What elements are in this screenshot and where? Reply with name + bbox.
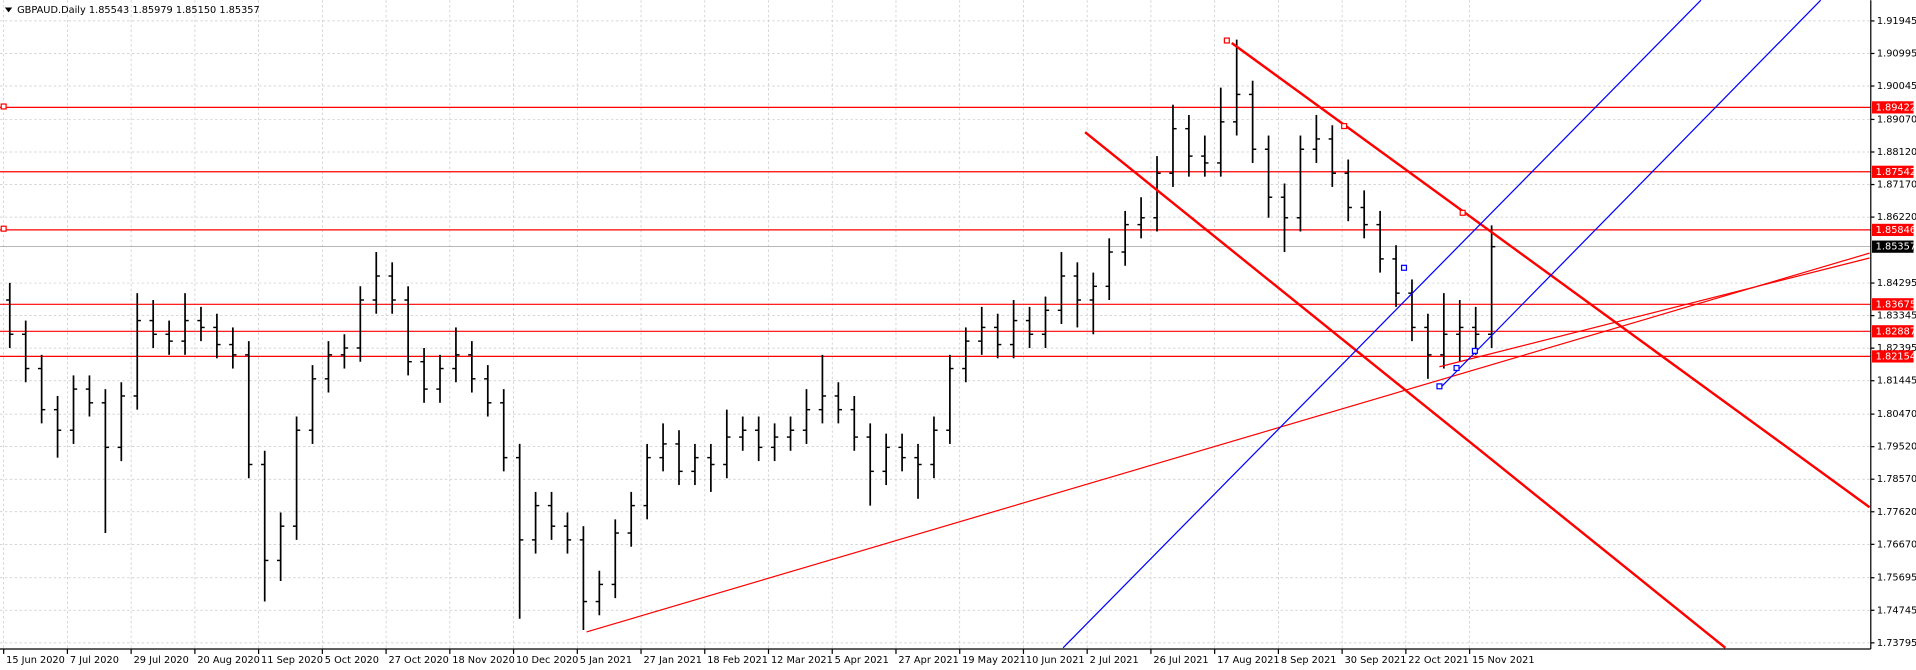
anchor [1453, 364, 1460, 372]
axis-labels: 1.91945 1.90995 1.90045 1.89070 1.88120 1.871… [3, 16, 1916, 666]
y-tick-label: 1.74745 [1877, 605, 1916, 616]
x-tick-label: 27 Jan 2021 [643, 655, 702, 666]
y-tick-label: 1.91945 [1877, 16, 1916, 27]
x-tick-label: 29 Jul 2020 [134, 655, 189, 666]
level-label-box [1872, 101, 1914, 114]
x-tick-label: 30 Sep 2021 [1345, 655, 1407, 666]
y-tick-label: 1.77620 [1877, 507, 1916, 518]
y-tick-label: 1.79520 [1877, 442, 1916, 453]
x-tick-label: 2 Jul 2021 [1090, 655, 1139, 666]
trend-line [1439, 257, 1870, 368]
x-tick-label: 5 Apr 2021 [835, 655, 889, 666]
y-tick-label: 1.84295 [1877, 278, 1916, 289]
level-label: 1.82154 [1876, 351, 1916, 362]
y-tick-label: 1.78570 [1877, 474, 1916, 485]
levels [0, 106, 1871, 358]
y-tick-label: 1.87170 [1877, 180, 1916, 191]
price-bars [6, 39, 1496, 630]
x-tick-label: 27 Oct 2020 [389, 655, 449, 666]
level-label: 1.87542 [1876, 167, 1916, 178]
x-tick-label: 20 Aug 2020 [197, 655, 260, 666]
current-price-box [1872, 240, 1914, 253]
anchor [1436, 383, 1443, 390]
anchor [1223, 37, 1230, 44]
anchor [1471, 347, 1478, 354]
x-tick-label: 10 Dec 2020 [516, 655, 578, 666]
current-price-label: 1.85357 [1876, 242, 1916, 253]
x-tick-label: 5 Jan 2021 [580, 655, 632, 666]
y-tick-label: 1.81445 [1877, 376, 1916, 387]
y-tick-label: 1.88120 [1877, 147, 1916, 158]
y-tick-label: 1.86220 [1877, 212, 1916, 223]
level-label: 1.89422 [1876, 102, 1916, 113]
y-tick-label: 1.80470 [1877, 409, 1916, 420]
x-tick-label: 15 Nov 2021 [1472, 655, 1535, 666]
y-tick-label: 1.89070 [1877, 114, 1916, 125]
level-label-box [1872, 350, 1914, 363]
x-tick-label: 15 Jun 2020 [6, 655, 65, 666]
x-tick-label: 22 Oct 2021 [1408, 655, 1468, 666]
x-tick-label: 26 Jul 2021 [1153, 655, 1208, 666]
level-label: 1.83675 [1876, 299, 1916, 310]
level-label-box [1872, 298, 1914, 311]
y-tick-label: 1.76670 [1877, 539, 1916, 550]
y-tick-label: 1.75695 [1877, 573, 1916, 584]
chart-title: GBPAUD.Daily 1.85543 1.85979 1.85150 1.8… [17, 5, 260, 16]
blue-channel-line [1439, 0, 1822, 390]
x-tick-label: 12 Mar 2021 [771, 655, 833, 666]
anchor [0, 103, 7, 110]
blue-channel-line [1062, 0, 1702, 649]
menu-arrow[interactable] [4, 7, 13, 13]
anchor [1400, 264, 1408, 271]
anchor [0, 225, 7, 232]
level-label-box [1872, 223, 1914, 237]
x-tick-label: 18 Nov 2020 [452, 655, 515, 666]
x-tick-label: 19 May 2021 [962, 655, 1026, 666]
x-tick-label: 27 Apr 2021 [898, 655, 958, 666]
y-tick-label: 1.83345 [1877, 311, 1916, 322]
grid [0, 0, 1871, 648]
level-label-box [1872, 325, 1914, 338]
x-tick-label: 8 Sep 2021 [1281, 655, 1337, 666]
x-tick-label: 7 Jul 2020 [70, 655, 119, 666]
drawings [0, 0, 1871, 649]
channel-line [1084, 131, 1727, 649]
x-tick-label: 5 Oct 2020 [325, 655, 379, 666]
y-tick-label: 1.73795 [1877, 638, 1916, 649]
anchor [1459, 209, 1466, 216]
y-tick-label: 1.82395 [1877, 343, 1916, 354]
x-tick-label: 10 Jun 2021 [1026, 655, 1085, 666]
level-label: 1.82887 [1876, 326, 1916, 337]
level-label: 1.85846 [1876, 225, 1916, 236]
x-tick-label: 17 Aug 2021 [1217, 655, 1280, 666]
x-tick-label: 11 Sep 2020 [261, 655, 323, 666]
anchor [1341, 122, 1348, 130]
y-tick-label: 1.90045 [1877, 81, 1916, 92]
trend-line [586, 252, 1870, 633]
level-label-box [1872, 165, 1914, 178]
y-tick-label: 1.90995 [1877, 48, 1916, 59]
x-tick-label: 18 Feb 2021 [707, 655, 768, 666]
